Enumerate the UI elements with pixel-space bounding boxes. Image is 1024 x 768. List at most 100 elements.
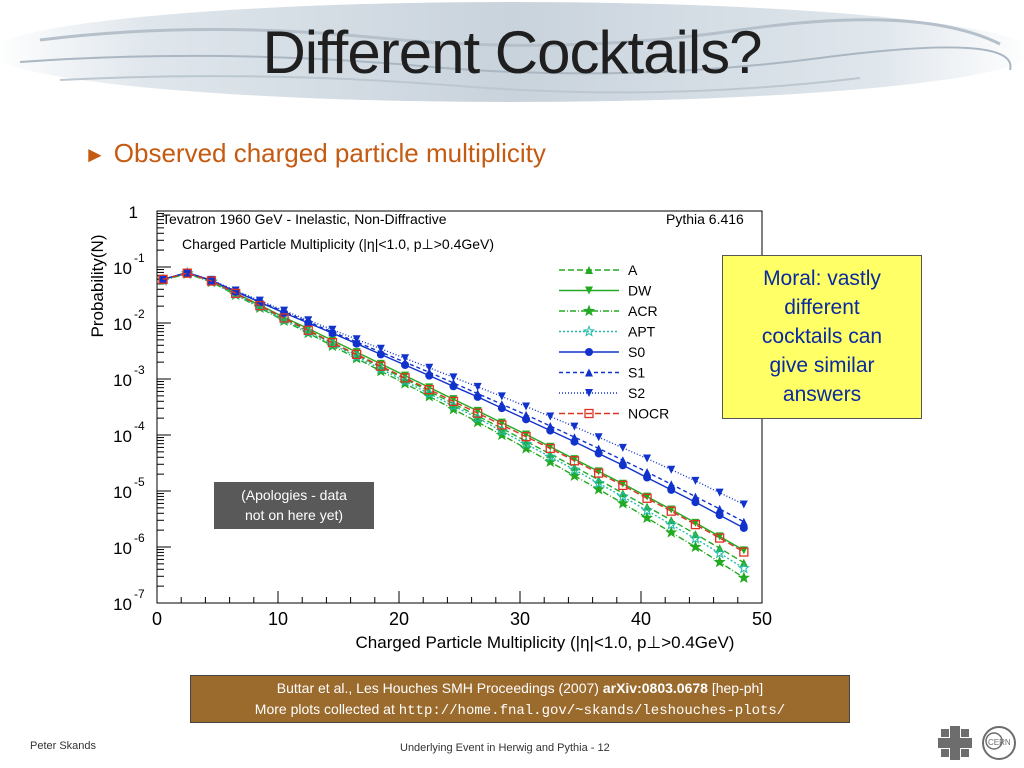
header-background (0, 2, 1024, 102)
data-point (351, 349, 362, 360)
reference-line-1: Buttar et al., Les Houches SMH Proceedin… (191, 678, 849, 699)
y-tick-label: 10 (113, 595, 132, 614)
apology-note: (Apologies - data not on here yet) (214, 482, 374, 529)
data-point (449, 378, 458, 387)
data-point (643, 467, 652, 476)
reference-category: [hep-ph] (707, 680, 764, 696)
data-point (592, 476, 605, 489)
plot-legend: A DW ACR APT S0 S1 S2 NOCR (559, 262, 669, 422)
data-point (472, 408, 483, 418)
y-tick-exponent: -5 (134, 475, 145, 489)
moral-line: Moral: vastly (763, 267, 881, 290)
data-point (594, 433, 603, 442)
slide-title: Different Cocktails? (262, 19, 762, 86)
plot-title-right: Pythia 6.416 (666, 211, 744, 227)
y-tick-label: 10 (113, 427, 132, 446)
legend-marker (582, 304, 596, 317)
legend-entry: S0 (559, 344, 645, 360)
moral-line: answers (782, 383, 862, 406)
data-point (230, 288, 241, 298)
bullet-point: ► Observed charged particle multiplicity (84, 138, 546, 169)
bullet-text: Observed charged particle multiplicity (113, 138, 546, 168)
data-point (546, 412, 555, 421)
data-point (618, 480, 628, 491)
data-point (400, 373, 410, 383)
data-point (689, 540, 702, 553)
data-point (158, 274, 168, 284)
data-point (739, 500, 748, 509)
data-point (616, 490, 629, 502)
data-point (715, 533, 725, 543)
data-point (327, 337, 338, 348)
data-point (473, 382, 482, 391)
data-point (715, 511, 724, 520)
data-point (473, 389, 482, 398)
data-point (544, 450, 557, 463)
x-axis-label: Charged Particle Multiplicity (|η|<1.0, … (356, 633, 735, 652)
data-point (666, 506, 676, 516)
data-point (303, 325, 313, 335)
data-point (739, 547, 749, 557)
reference-more-text: More plots collected at (254, 701, 399, 717)
x-tick-label: 30 (510, 609, 530, 629)
y-tick-label: 10 (113, 371, 132, 390)
legend-marker (585, 286, 593, 295)
legend-marker (585, 368, 593, 377)
reference-line-2: More plots collected at http://home.fnal… (191, 699, 849, 722)
plot-subtitle: Charged Particle Multiplicity (|η|<1.0, … (182, 236, 494, 252)
data-point (568, 463, 581, 476)
y-tick-label: 10 (113, 315, 132, 334)
data-point (304, 316, 313, 325)
legend-label: APT (628, 324, 656, 340)
data-point (425, 363, 434, 372)
data-point (401, 354, 410, 363)
y-tick-exponent: -6 (134, 531, 145, 545)
y-tick-exponent: -4 (134, 419, 145, 433)
legend-label: NOCR (628, 406, 669, 422)
y-tick-exponent: -7 (134, 587, 145, 601)
y-tick-label: 1 (129, 203, 138, 222)
data-point (522, 402, 531, 411)
moral-callout: Moral: vastly different cocktails can gi… (722, 255, 922, 419)
legend-entry: NOCR (559, 406, 669, 422)
x-tick-label: 0 (152, 609, 162, 629)
data-point (255, 300, 265, 311)
data-point (643, 454, 652, 463)
data-point (544, 455, 557, 468)
data-point (570, 433, 579, 442)
apology-line: (Apologies - data (241, 487, 347, 503)
data-point (207, 275, 216, 284)
legend-marker (584, 408, 594, 419)
footer-slide-title: Underlying Event in Herwig and Pythia - … (400, 742, 610, 754)
data-point (715, 488, 724, 497)
data-point (521, 432, 531, 442)
data-point (715, 504, 724, 513)
data-point (618, 443, 627, 452)
data-point (569, 456, 580, 466)
data-point (713, 546, 726, 559)
legend-label: DW (628, 283, 652, 299)
data-point (280, 306, 289, 315)
data-point (328, 325, 337, 334)
data-point (713, 555, 726, 568)
data-point (425, 368, 434, 377)
data-point (159, 275, 168, 284)
fermilab-logo-icon (938, 726, 972, 760)
legend-label: S0 (628, 344, 645, 360)
data-point (519, 437, 533, 450)
y-axis-label: Probability(N) (88, 235, 107, 338)
legend-label: S1 (628, 365, 645, 381)
series-line (162, 272, 745, 553)
y-tick-label: 10 (113, 259, 132, 278)
moral-line: different (784, 296, 860, 319)
moral-line: give similar (769, 354, 875, 377)
reference-url-link[interactable]: http://home.fnal.gov/~skands/leshouches-… (398, 703, 786, 719)
legend-marker (585, 348, 593, 356)
series-nocr (158, 268, 749, 557)
data-point (497, 400, 506, 409)
plot-title-left: Tevatron 1960 GeV - Inelastic, Non-Diffr… (162, 211, 447, 227)
data-point (691, 492, 700, 501)
data-point (690, 519, 701, 530)
